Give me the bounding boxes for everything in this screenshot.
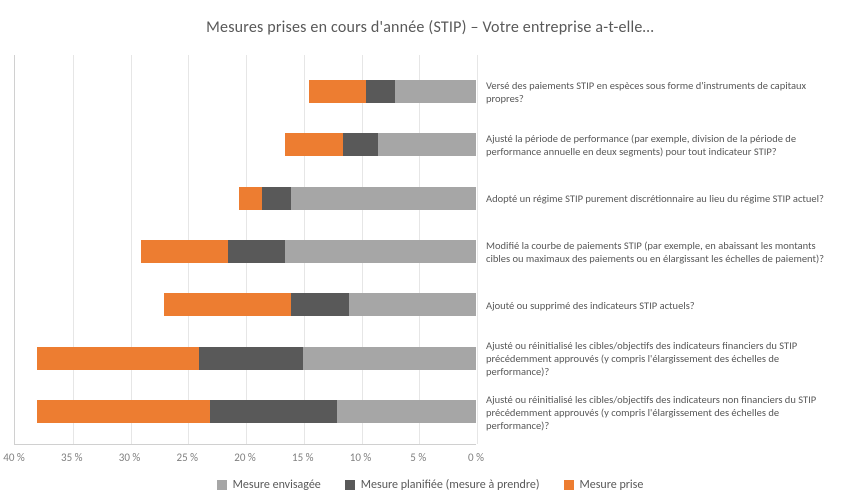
bar-segment-envisagee [349,293,476,316]
bar-segment-envisagee [395,80,476,103]
legend-label: Mesure planifiée (mesure à prendre) [361,478,540,492]
x-tick: 5 % [410,451,426,464]
bar-segment-prise [239,187,262,210]
bar-segment-envisagee [303,347,476,370]
x-tick: 40 % [3,451,25,464]
bar-area [15,55,476,444]
bar-segment-planifiee [199,347,303,370]
category-label: Ajusté ou réinitialisé les cibles/object… [486,333,842,385]
bar-segment-planifiee [366,80,395,103]
legend: Mesure envisagée Mesure planifiée (mesure… [0,478,860,494]
bar-row [15,344,476,372]
legend-item-prise: Mesure prise [564,478,644,492]
bar-row [15,131,476,159]
bar-segment-envisagee [291,187,476,210]
chart-title: Mesures prises en cours d'année (STIP) –… [14,18,846,37]
bar-row [15,397,476,425]
legend-swatch [217,480,227,490]
legend-item-planifiee: Mesure planifiée (mesure à prendre) [345,478,540,492]
bar-segment-planifiee [262,187,291,210]
bar-row [15,237,476,265]
x-tick: 25 % [176,451,198,464]
bar-segment-planifiee [343,133,378,156]
bar-segment-prise [164,293,291,316]
bar-segment-prise [309,80,367,103]
legend-swatch [345,480,355,490]
legend-label: Mesure envisagée [233,478,321,492]
category-label: Ajouté ou supprimé des indicateurs STIP … [486,279,842,331]
x-tick: 35 % [61,451,83,464]
plot-container: Versé des paiements STIP en espèces sous… [14,55,846,445]
bar-row [15,184,476,212]
bar-segment-planifiee [210,400,337,423]
legend-swatch [564,480,574,490]
bar-segment-envisagee [285,240,476,263]
x-axis-ticks: 40 %35 %30 %25 %20 %15 %10 %5 %0 % [14,449,476,467]
bar-segment-prise [285,133,343,156]
category-label: Versé des paiements STIP en espèces sous… [486,66,842,118]
legend-label: Mesure prise [580,478,644,492]
plot-row: Versé des paiements STIP en espèces sous… [14,55,846,445]
bar-segment-prise [141,240,228,263]
bar-segment-planifiee [291,293,349,316]
x-tick: 0 % [468,451,484,464]
bar-segment-planifiee [228,240,286,263]
category-label: Adopté un régime STIP purement discrétio… [486,173,842,225]
x-tick: 20 % [234,451,256,464]
x-tick: 10 % [350,451,372,464]
category-label: Ajusté ou réinitialisé les cibles/object… [486,386,842,438]
bar-segment-envisagee [337,400,476,423]
gridline [477,55,478,444]
stip-chart: Mesures prises en cours d'année (STIP) –… [0,0,860,504]
category-label: Modifié la courbe de paiements STIP (par… [486,226,842,278]
bar-segment-prise [37,347,199,370]
category-label: Ajusté la période de performance (par ex… [486,119,842,171]
category-labels: Versé des paiements STIP en espèces sous… [476,55,846,445]
plot-area [14,55,476,445]
x-tick: 15 % [292,451,314,464]
bar-row [15,291,476,319]
bar-row [15,78,476,106]
x-tick: 30 % [119,451,141,464]
legend-item-envisagee: Mesure envisagée [217,478,321,492]
bar-segment-envisagee [378,133,476,156]
bar-segment-prise [37,400,210,423]
